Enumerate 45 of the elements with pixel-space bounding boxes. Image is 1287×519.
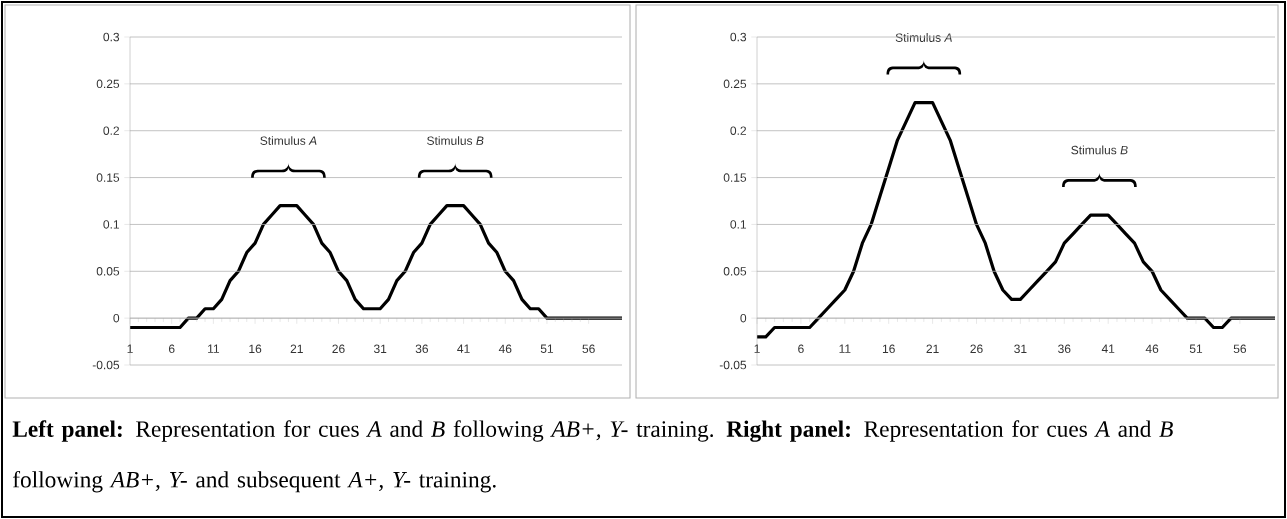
x-tick-label: 51	[1189, 344, 1203, 353]
x-tick-label: 21	[926, 344, 939, 353]
y-tick-label: -0.05	[92, 360, 120, 370]
y-tick-label: 0.25	[723, 79, 747, 89]
x-tick-label: 26	[970, 344, 983, 354]
x-tick-label: 1	[127, 344, 133, 353]
x-tick-label: 6	[798, 344, 804, 354]
y-tick-label: 0.05	[96, 267, 120, 276]
y-tick-label: 0	[740, 313, 747, 323]
x-tick-label: 11	[839, 344, 851, 353]
x-tick-label: 16	[249, 344, 262, 354]
x-tick-label: 16	[882, 344, 895, 354]
x-tick-label: 36	[415, 344, 429, 354]
x-tick-label: 1	[754, 344, 760, 353]
x-tick-label: 56	[582, 344, 595, 354]
x-tick-label: 6	[168, 344, 175, 354]
y-tick-label: 0.15	[723, 173, 747, 182]
x-tick-label: 41	[1101, 344, 1115, 353]
x-tick-label: 41	[457, 344, 470, 353]
annotation: Stimulus B	[1071, 145, 1128, 155]
annotation: Stimulus A	[895, 33, 952, 42]
y-tick-label: 0.3	[103, 32, 120, 42]
y-tick-label: 0.05	[723, 267, 747, 276]
y-tick-label: 0.2	[730, 126, 746, 135]
y-tick-label: -0.05	[719, 360, 747, 370]
x-tick-label: 46	[1145, 344, 1159, 354]
x-tick-label: 36	[1058, 344, 1071, 354]
x-tick-label: 21	[290, 344, 303, 353]
y-tick-label: 0.2	[103, 126, 119, 135]
y-tick-label: 0.3	[730, 32, 747, 42]
y-tick-label: 0.15	[96, 173, 120, 182]
annotation: Stimulus B	[427, 136, 484, 145]
x-tick-label: 51	[540, 344, 554, 353]
annotation: Stimulus A	[260, 136, 317, 145]
x-tick-label: 11	[208, 344, 220, 353]
y-tick-label: 0.1	[730, 220, 747, 229]
y-tick-label: 0.1	[103, 220, 120, 229]
x-tick-label: 56	[1233, 344, 1247, 354]
y-tick-label: 0.25	[96, 79, 120, 89]
y-tick-label: 0	[113, 313, 120, 323]
text: Left panel: Representation for cues A and B following AB+, Y- training. Right panel: Representation for cues A and B following AB+, Y- and subsequent A+, Y- training.	[12, 420, 1173, 493]
x-tick-label: 46	[498, 344, 512, 354]
x-tick-label: 31	[1014, 344, 1027, 354]
x-tick-label: 31	[373, 344, 387, 354]
x-tick-label: 26	[332, 344, 345, 354]
